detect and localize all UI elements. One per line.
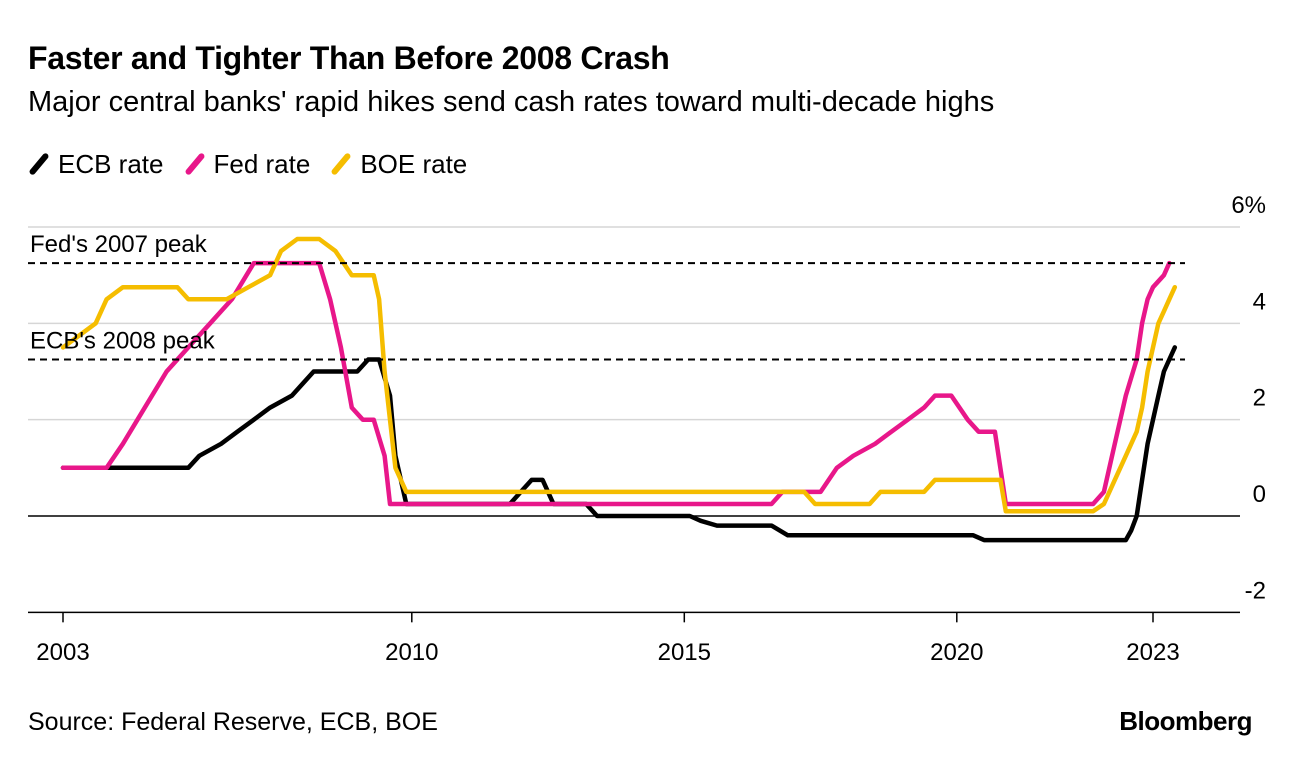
reference-line-label: Fed's 2007 peak — [30, 231, 208, 258]
y-tick-label: 2 — [1253, 385, 1266, 412]
reference-line-label: ECB's 2008 peak — [30, 327, 216, 354]
x-tick-label: 2015 — [658, 639, 711, 666]
legend-label-fed: Fed rate — [213, 148, 311, 179]
y-tick-label: -2 — [1245, 577, 1266, 604]
legend-item-fed: Fed rate — [183, 148, 311, 180]
legend-label-boe: BOE rate — [360, 148, 468, 179]
y-tick-label: 0 — [1253, 481, 1266, 508]
legend-item-ecb: ECB rate — [28, 149, 164, 180]
series-line-boe-rate — [60, 236, 1178, 514]
legend: ECB rate Fed rate BOE rate — [28, 146, 487, 182]
legend-item-boe: BOE rate — [330, 149, 467, 180]
x-tick-label: 2020 — [930, 639, 983, 666]
y-tick-label: 4 — [1253, 288, 1266, 315]
series-line-fed-rate — [60, 260, 1172, 507]
chart-title: Faster and Tighter Than Before 2008 Cras… — [28, 40, 670, 76]
chart-subtitle: Major central banks' rapid hikes send ca… — [28, 86, 995, 118]
x-tick-label: 2010 — [385, 639, 438, 666]
x-tick-label: 2023 — [1126, 639, 1179, 666]
source-note: Source: Federal Reserve, ECB, BOE — [28, 708, 438, 736]
brand-logo: Bloomberg — [1119, 706, 1252, 736]
y-tick-label: 6% — [1231, 192, 1266, 219]
legend-label-ecb: ECB rate — [58, 148, 164, 179]
x-tick-label: 2003 — [36, 639, 89, 666]
